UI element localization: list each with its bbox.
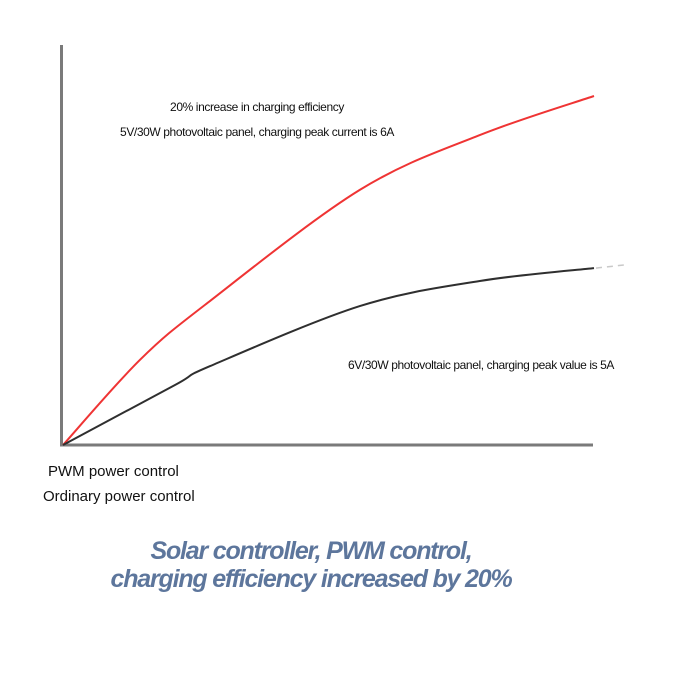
curve-group (62, 95, 628, 446)
legend-label-ordinary: Ordinary power control (43, 488, 195, 505)
pwm-annotation-line2: 5V/30W photovoltaic panel, charging peak… (120, 125, 394, 139)
page-title-line1: Solar controller, PWM control, (150, 537, 473, 565)
ordinary-curve-dashed-tail (595, 263, 628, 269)
page-title: Solar controller, PWM control, charging … (0, 537, 622, 593)
ordinary-annotation: 6V/30W photovoltaic panel, charging peak… (347, 358, 615, 372)
pwm-curve (62, 95, 595, 446)
legend-label-pwm: PWM power control (48, 463, 179, 480)
pwm-annotation: 20% increase in charging efficiency 5V/3… (120, 95, 394, 145)
pwm-annotation-line1: 20% increase in charging efficiency (170, 100, 344, 114)
page-title-line2: charging efficiency increased by 20% (110, 565, 513, 593)
ordinary-curve (62, 267, 595, 446)
